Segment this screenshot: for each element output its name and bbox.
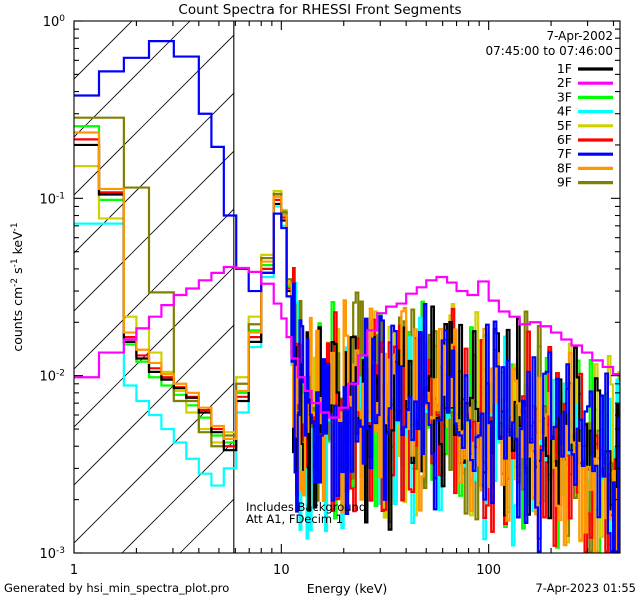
observation-time-range: 07:45:00 to 07:46:00 bbox=[486, 44, 613, 58]
hatch-line bbox=[74, 382, 234, 544]
annotation-attenuator-state: Att A1, FDecim 1 bbox=[246, 512, 343, 526]
y-tick-exponent: -1 bbox=[56, 191, 65, 201]
series-line-7f bbox=[74, 40, 620, 553]
footer-timestamp: 7-Apr-2023 01:55 bbox=[535, 581, 636, 595]
hatch-line bbox=[74, 34, 234, 196]
hatch-line bbox=[74, 21, 191, 138]
legend-label-9f: 9F bbox=[557, 175, 572, 190]
x-axis-label: Energy (keV) bbox=[307, 581, 388, 596]
y-tick-exponent: -3 bbox=[56, 546, 65, 556]
legend-label-2f: 2F bbox=[557, 75, 572, 90]
hatch-region bbox=[74, 21, 234, 553]
y-tick-label: 10-3 bbox=[39, 546, 65, 562]
page-title: Count Spectra for RHESSI Front Segments bbox=[178, 2, 461, 18]
legend-label-8f: 8F bbox=[557, 160, 572, 175]
y-axis-label: counts cm-2 s-1 keV-1 bbox=[10, 222, 25, 351]
legend-label-1f: 1F bbox=[557, 61, 572, 76]
legend-label-5f: 5F bbox=[557, 118, 572, 133]
legend-label-4f: 4F bbox=[557, 104, 572, 119]
hatch-line bbox=[74, 266, 234, 428]
y-axis-label-part: keV bbox=[10, 231, 25, 258]
x-tick-label: 100 bbox=[476, 563, 501, 578]
series-line-2f bbox=[74, 265, 620, 419]
y-axis-ticks bbox=[74, 20, 620, 554]
legend-label-6f: 6F bbox=[557, 132, 572, 147]
x-tick-label: 10 bbox=[273, 563, 290, 578]
plot-frame bbox=[73, 20, 621, 554]
x-axis-ticks bbox=[73, 21, 615, 553]
y-tick-exponent: 0 bbox=[59, 14, 65, 24]
hatch-line bbox=[74, 150, 234, 312]
x-tick-label: 1 bbox=[70, 563, 78, 578]
y-axis-label-part: counts cm bbox=[10, 287, 25, 352]
annotation-includes-background: Includes Background bbox=[246, 500, 366, 514]
footer-generated-by: Generated by hsi_min_spectra_plot.pro bbox=[4, 581, 229, 595]
y-tick-label: 100 bbox=[43, 14, 66, 30]
y-axis-label-part: -1 bbox=[10, 258, 20, 267]
series-group bbox=[74, 40, 620, 553]
hatch-line bbox=[74, 92, 234, 254]
y-axis-label-part: -1 bbox=[10, 222, 20, 231]
legend-label-7f: 7F bbox=[557, 146, 572, 161]
y-axis-label-part: s bbox=[10, 267, 25, 278]
hatch-line bbox=[74, 324, 234, 486]
hatch-line bbox=[121, 440, 234, 553]
legend-label-3f: 3F bbox=[557, 89, 572, 104]
y-tick-label: 10-2 bbox=[39, 369, 65, 385]
observation-date: 7-Apr-2002 bbox=[546, 29, 613, 43]
y-tick-exponent: -2 bbox=[56, 369, 65, 379]
hatch-line bbox=[74, 208, 234, 370]
y-axis-label-part: -2 bbox=[10, 278, 20, 287]
y-tick-label: 10-1 bbox=[39, 191, 65, 207]
